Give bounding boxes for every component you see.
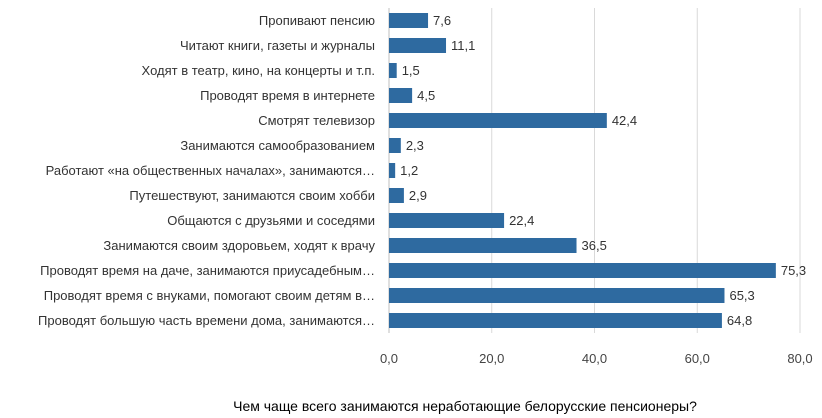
bar — [389, 288, 725, 303]
bar-chart: Пропивают пенсию Читают книги, газеты и ж… — [38, 8, 813, 366]
x-tick-labels: 0,0 20,0 40,0 60,0 80,0 — [380, 351, 813, 366]
category-label: Путешествуют, занимаются своим хобби — [129, 188, 375, 203]
x-tick-label: 60,0 — [685, 351, 710, 366]
bar — [389, 63, 397, 78]
x-tick-label: 80,0 — [787, 351, 812, 366]
bar — [389, 313, 722, 328]
value-label: 4,5 — [417, 88, 435, 103]
grid-lines — [388, 8, 801, 333]
value-label: 2,9 — [409, 188, 427, 203]
value-label: 1,2 — [400, 163, 418, 178]
bar — [389, 13, 429, 28]
value-label: 64,8 — [727, 313, 752, 328]
category-labels: Пропивают пенсию Читают книги, газеты и ж… — [38, 13, 375, 328]
bar — [389, 138, 401, 153]
value-labels: 7,611,1 1,5 4,5 42,4 2,3 1,2 2,9 22,4 36,5 75,3 65… — [400, 13, 806, 328]
category-label: Проводят время на даче, занимаются приус… — [40, 263, 375, 278]
category-label: Проводят время в интернете — [200, 88, 375, 103]
category-label: Читают книги, газеты и журналы — [180, 38, 375, 53]
x-tick-label: 20,0 — [479, 351, 504, 366]
category-label: Проводят большую часть времени дома, зан… — [38, 313, 375, 328]
bar — [389, 88, 413, 103]
chart-caption: Чем чаще всего занимаются неработающие б… — [233, 398, 697, 414]
bar — [389, 38, 447, 53]
bar — [389, 238, 577, 253]
category-label: Ходят в театр, кино, на концерты и т.п. — [142, 63, 375, 78]
value-label: 11,1 — [451, 38, 475, 53]
value-label: 42,4 — [612, 113, 637, 128]
x-tick-label: 0,0 — [380, 351, 398, 366]
bar — [389, 188, 404, 203]
category-label: Пропивают пенсию — [259, 13, 375, 28]
category-label: Занимаются своим здоровьем, ходят к врач… — [103, 238, 375, 253]
category-label: Смотрят телевизор — [258, 113, 375, 128]
category-label: Общаются с друзьями и соседями — [167, 213, 375, 228]
value-label: 7,6 — [433, 13, 451, 28]
bar — [389, 113, 607, 128]
value-label: 22,4 — [509, 213, 534, 228]
bar — [389, 263, 776, 278]
bar — [389, 163, 396, 178]
category-label: Проводят время с внуками, помогают своим… — [44, 288, 375, 303]
x-tick-label: 40,0 — [582, 351, 607, 366]
value-label: 36,5 — [582, 238, 607, 253]
value-label: 75,3 — [781, 263, 806, 278]
value-label: 2,3 — [406, 138, 424, 153]
category-label: Занимаются самообразованием — [180, 138, 375, 153]
value-label: 1,5 — [402, 63, 420, 78]
value-label: 65,3 — [729, 288, 754, 303]
bars — [389, 13, 776, 328]
category-label: Работают «на общественных началах», зани… — [46, 163, 375, 178]
bar — [389, 213, 505, 228]
